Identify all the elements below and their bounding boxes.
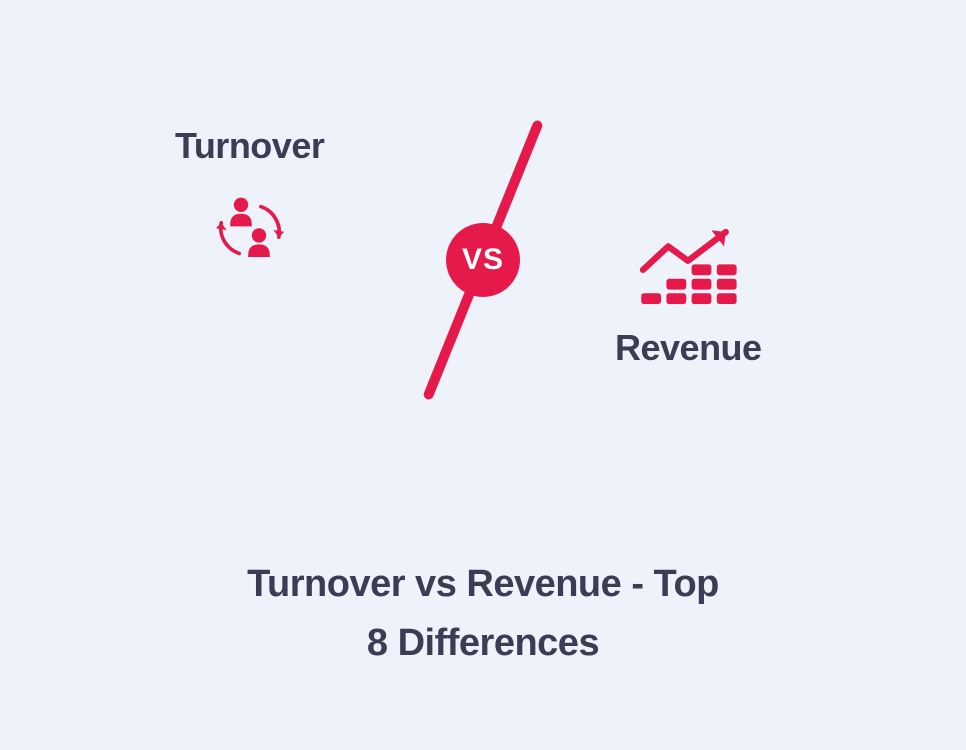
title-line-2: 8 Differences [0, 614, 966, 673]
main-title: Turnover vs Revenue - Top 8 Differences [0, 555, 966, 673]
revenue-label: Revenue [615, 327, 762, 369]
turnover-block: Turnover [175, 125, 324, 275]
turnover-label: Turnover [175, 125, 324, 167]
growth-chart-icon [615, 223, 762, 313]
vs-text: VS [462, 243, 504, 277]
title-line-1: Turnover vs Revenue - Top [0, 555, 966, 614]
people-cycle-icon [175, 185, 324, 275]
vs-badge: VS [446, 223, 520, 297]
comparison-diagram: Turnover [0, 100, 966, 420]
revenue-block: Revenue [615, 205, 762, 369]
